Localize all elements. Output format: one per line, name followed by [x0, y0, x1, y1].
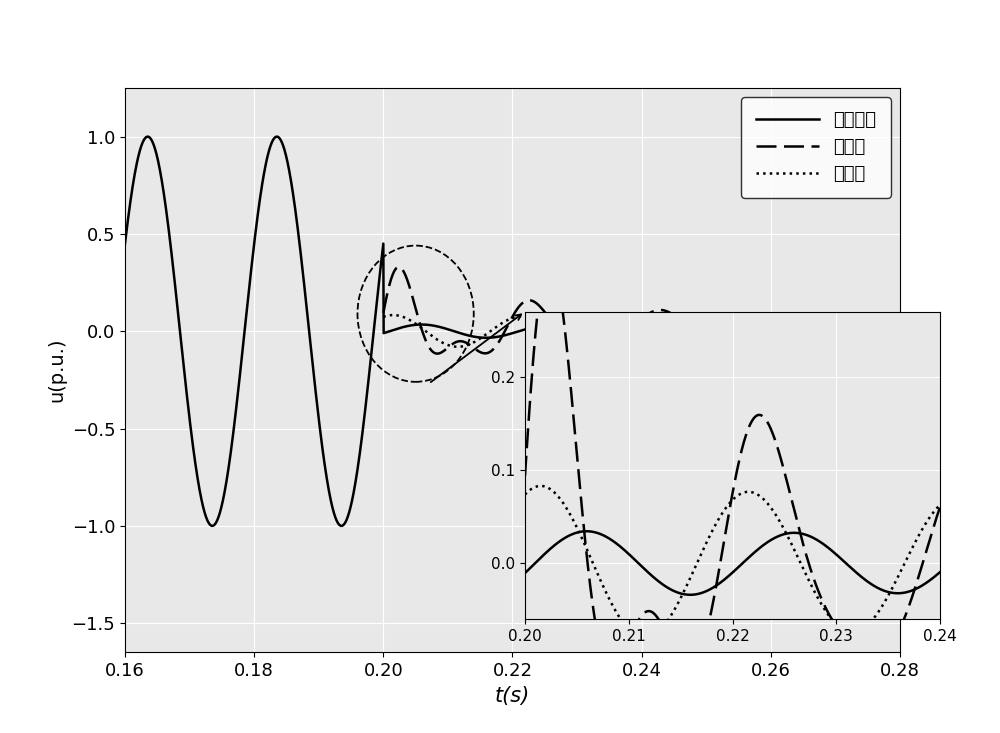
- Line: 比例电压: 比例电压: [125, 136, 900, 526]
- 无储能: [452, 342, 464, 351]
- 无储能: [859, 334, 871, 343]
- 有储能: [859, 341, 871, 350]
- X-axis label: t(s): t(s): [495, 685, 530, 706]
- 无储能: [851, 337, 863, 346]
- Y-axis label: u(p.u.): u(p.u.): [47, 338, 66, 402]
- 比例电压: [142, 132, 154, 141]
- 有储能: [431, 349, 443, 358]
- 有储能: [703, 339, 715, 348]
- 有储能: [894, 319, 906, 328]
- 有储能: [393, 262, 405, 271]
- 无储能: [578, 341, 590, 350]
- 无储能: [703, 339, 715, 348]
- 有储能: [638, 313, 650, 322]
- Line: 无储能: 无储能: [383, 315, 900, 347]
- 比例电压: [186, 435, 198, 444]
- 无储能: [377, 312, 389, 321]
- Legend: 比例电压, 有储能, 无储能: 比例电压, 有储能, 无储能: [741, 97, 891, 198]
- 比例电压: [389, 325, 401, 334]
- 有储能: [377, 309, 389, 317]
- 有储能: [851, 342, 863, 351]
- 比例电压: [119, 239, 131, 248]
- 有储能: [578, 343, 590, 352]
- 比例电压: [894, 328, 906, 337]
- 无储能: [887, 319, 899, 328]
- 比例电压: [681, 321, 693, 330]
- 有储能: [887, 324, 899, 333]
- 比例电压: [206, 521, 218, 530]
- 无储能: [387, 311, 399, 320]
- 比例电压: [405, 321, 417, 330]
- 比例电压: [767, 328, 779, 336]
- Line: 有储能: 有储能: [383, 267, 900, 353]
- 无储能: [894, 317, 906, 325]
- 无储能: [638, 314, 650, 323]
- 比例电压: [670, 321, 682, 330]
